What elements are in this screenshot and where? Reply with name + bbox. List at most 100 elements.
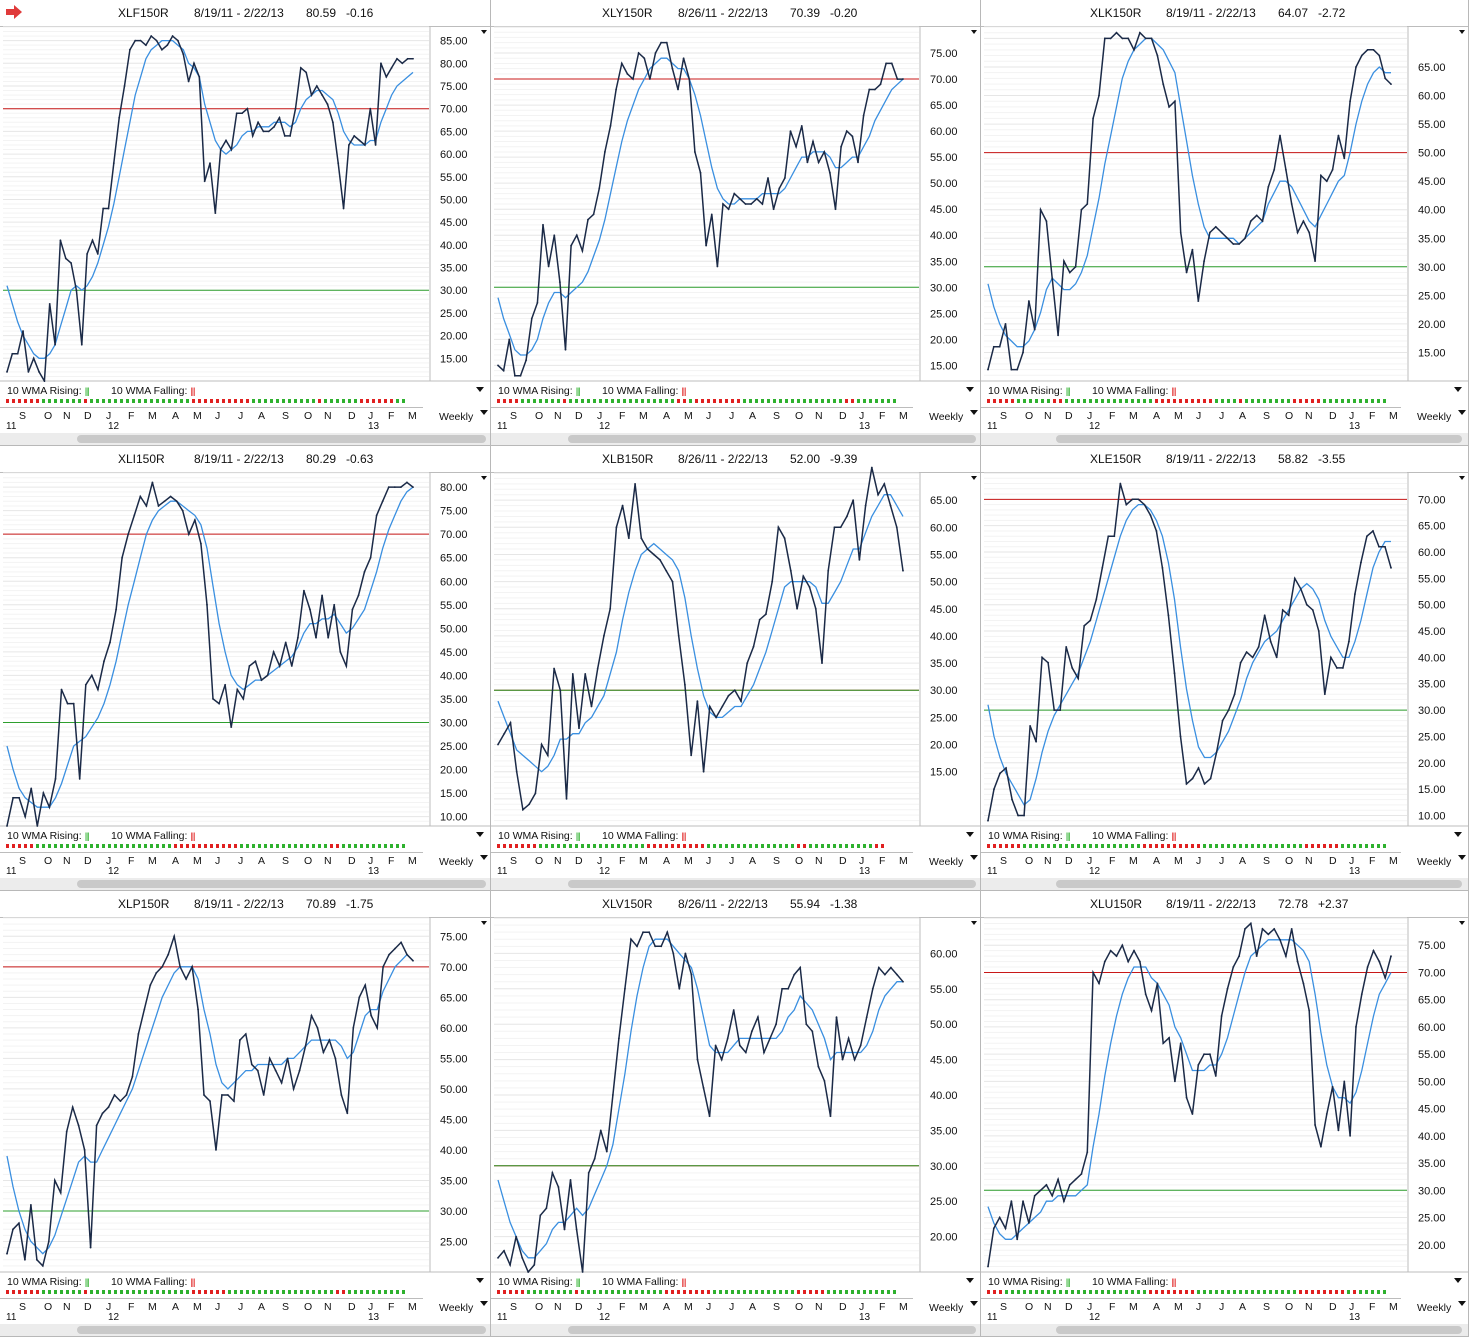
wma-dot bbox=[1173, 1290, 1176, 1294]
scrollbar-thumb[interactable] bbox=[568, 435, 976, 443]
weekly-dropdown-icon[interactable] bbox=[480, 855, 488, 861]
price-point bbox=[289, 135, 292, 137]
horizontal-scrollbar[interactable] bbox=[491, 433, 980, 445]
price-point bbox=[783, 177, 786, 179]
price-point bbox=[303, 589, 305, 592]
horizontal-scrollbar[interactable] bbox=[981, 878, 1468, 890]
wma-dot bbox=[342, 844, 345, 848]
wma-dot bbox=[1227, 399, 1230, 403]
menu-triangle-icon[interactable] bbox=[481, 476, 487, 480]
price-point bbox=[18, 1222, 20, 1225]
wma-dot bbox=[1365, 399, 1368, 403]
year-label: 11 bbox=[987, 866, 998, 877]
wma-dot bbox=[1059, 399, 1062, 403]
red-arrow-icon[interactable] bbox=[5, 5, 23, 19]
wma-dot bbox=[1311, 1290, 1314, 1294]
menu-triangle-icon[interactable] bbox=[1459, 30, 1465, 34]
wma-dot bbox=[288, 844, 291, 848]
scrollbar-thumb[interactable] bbox=[568, 1326, 976, 1334]
wma-dot bbox=[1083, 399, 1086, 403]
chart-plot-area[interactable]: 25.0030.0035.0040.0045.0050.0055.0060.00… bbox=[0, 891, 491, 1273]
wma-dot bbox=[174, 844, 177, 848]
price-point bbox=[1341, 667, 1344, 669]
wma-rising-label: 10 WMA Rising: ||| bbox=[7, 385, 90, 397]
horizontal-scrollbar[interactable] bbox=[491, 1324, 980, 1336]
menu-triangle-icon[interactable] bbox=[1454, 1278, 1462, 1284]
weekly-dropdown-icon[interactable] bbox=[970, 410, 978, 416]
weekly-dropdown-icon[interactable] bbox=[970, 855, 978, 861]
wma-dot bbox=[1137, 844, 1140, 848]
weekly-dropdown-icon[interactable] bbox=[1458, 410, 1466, 416]
price-point bbox=[1022, 1200, 1024, 1203]
wma-dot bbox=[384, 844, 387, 848]
price-point bbox=[1035, 740, 1038, 743]
price-point bbox=[203, 1094, 205, 1096]
wma-dot bbox=[1185, 844, 1188, 848]
price-point bbox=[522, 808, 524, 811]
price-point bbox=[752, 645, 755, 648]
menu-triangle-icon[interactable] bbox=[971, 476, 977, 480]
menu-triangle-icon[interactable] bbox=[476, 387, 484, 393]
scrollbar-thumb[interactable] bbox=[1056, 1326, 1462, 1334]
menu-triangle-icon[interactable] bbox=[1459, 476, 1465, 480]
chart-plot-area[interactable]: 10.0015.0020.0025.0030.0035.0040.0045.00… bbox=[0, 446, 491, 827]
menu-triangle-icon[interactable] bbox=[971, 30, 977, 34]
price-point bbox=[847, 1037, 850, 1040]
wma-dot bbox=[318, 399, 321, 403]
scrollbar-thumb[interactable] bbox=[1056, 880, 1462, 888]
price-point bbox=[1233, 693, 1236, 696]
wma-dot bbox=[390, 844, 393, 848]
scrollbar-thumb[interactable] bbox=[568, 880, 976, 888]
chart-plot-area[interactable]: 15.0020.0025.0030.0035.0040.0045.0050.00… bbox=[0, 0, 491, 382]
wma-falling-text: 10 WMA Falling: bbox=[1092, 1276, 1169, 1288]
price-point bbox=[66, 702, 69, 705]
menu-triangle-icon[interactable] bbox=[476, 832, 484, 838]
price-point bbox=[103, 660, 105, 663]
wma-dot bbox=[270, 1290, 273, 1294]
weekly-dropdown-icon[interactable] bbox=[1458, 855, 1466, 861]
price-point bbox=[716, 265, 719, 268]
price-point bbox=[77, 1124, 80, 1127]
price-point bbox=[609, 125, 612, 127]
wma-dot bbox=[821, 399, 824, 403]
scrollbar-thumb[interactable] bbox=[1056, 435, 1462, 443]
horizontal-scrollbar[interactable] bbox=[981, 433, 1468, 445]
wma-dot bbox=[653, 1290, 656, 1294]
menu-triangle-icon[interactable] bbox=[1459, 921, 1465, 925]
horizontal-scrollbar[interactable] bbox=[0, 1324, 490, 1336]
wma-dot bbox=[1131, 844, 1134, 848]
month-label: O bbox=[304, 410, 313, 422]
chart-plot-area[interactable]: 10.0015.0020.0025.0030.0035.0040.0045.00… bbox=[981, 446, 1469, 827]
menu-triangle-icon[interactable] bbox=[476, 1278, 484, 1284]
horizontal-scrollbar[interactable] bbox=[0, 433, 490, 445]
menu-triangle-icon[interactable] bbox=[966, 387, 974, 393]
horizontal-scrollbar[interactable] bbox=[491, 878, 980, 890]
menu-triangle-icon[interactable] bbox=[966, 1278, 974, 1284]
wma-dot bbox=[653, 399, 656, 403]
scrollbar-thumb[interactable] bbox=[77, 1326, 486, 1334]
scrollbar-thumb[interactable] bbox=[77, 435, 486, 443]
chart-plot-area[interactable]: 15.0020.0025.0030.0035.0040.0045.0050.00… bbox=[491, 0, 981, 382]
horizontal-scrollbar[interactable] bbox=[0, 878, 490, 890]
menu-triangle-icon[interactable] bbox=[481, 921, 487, 925]
menu-triangle-icon[interactable] bbox=[966, 832, 974, 838]
scrollbar-thumb[interactable] bbox=[77, 880, 486, 888]
wma-dot bbox=[887, 1290, 890, 1294]
menu-triangle-icon[interactable] bbox=[1454, 832, 1462, 838]
menu-triangle-icon[interactable] bbox=[971, 921, 977, 925]
weekly-dropdown-icon[interactable] bbox=[970, 1301, 978, 1307]
price-point bbox=[660, 945, 663, 948]
weekly-dropdown-icon[interactable] bbox=[480, 1301, 488, 1307]
weekly-dropdown-icon[interactable] bbox=[1458, 1301, 1466, 1307]
wma-dot bbox=[629, 399, 632, 403]
chart-plot-area[interactable]: 20.0025.0030.0035.0040.0045.0050.0055.00… bbox=[491, 891, 981, 1273]
menu-triangle-icon[interactable] bbox=[1454, 387, 1462, 393]
horizontal-scrollbar[interactable] bbox=[981, 1324, 1468, 1336]
weekly-dropdown-icon[interactable] bbox=[480, 410, 488, 416]
menu-triangle-icon[interactable] bbox=[481, 30, 487, 34]
chart-plot-area[interactable]: 15.0020.0025.0030.0035.0040.0045.0050.00… bbox=[491, 446, 981, 827]
chart-plot-area[interactable]: 15.0020.0025.0030.0035.0040.0045.0050.00… bbox=[981, 0, 1469, 382]
month-label: D bbox=[1329, 855, 1337, 867]
chart-plot-area[interactable]: 20.0025.0030.0035.0040.0045.0050.0055.00… bbox=[981, 891, 1469, 1273]
